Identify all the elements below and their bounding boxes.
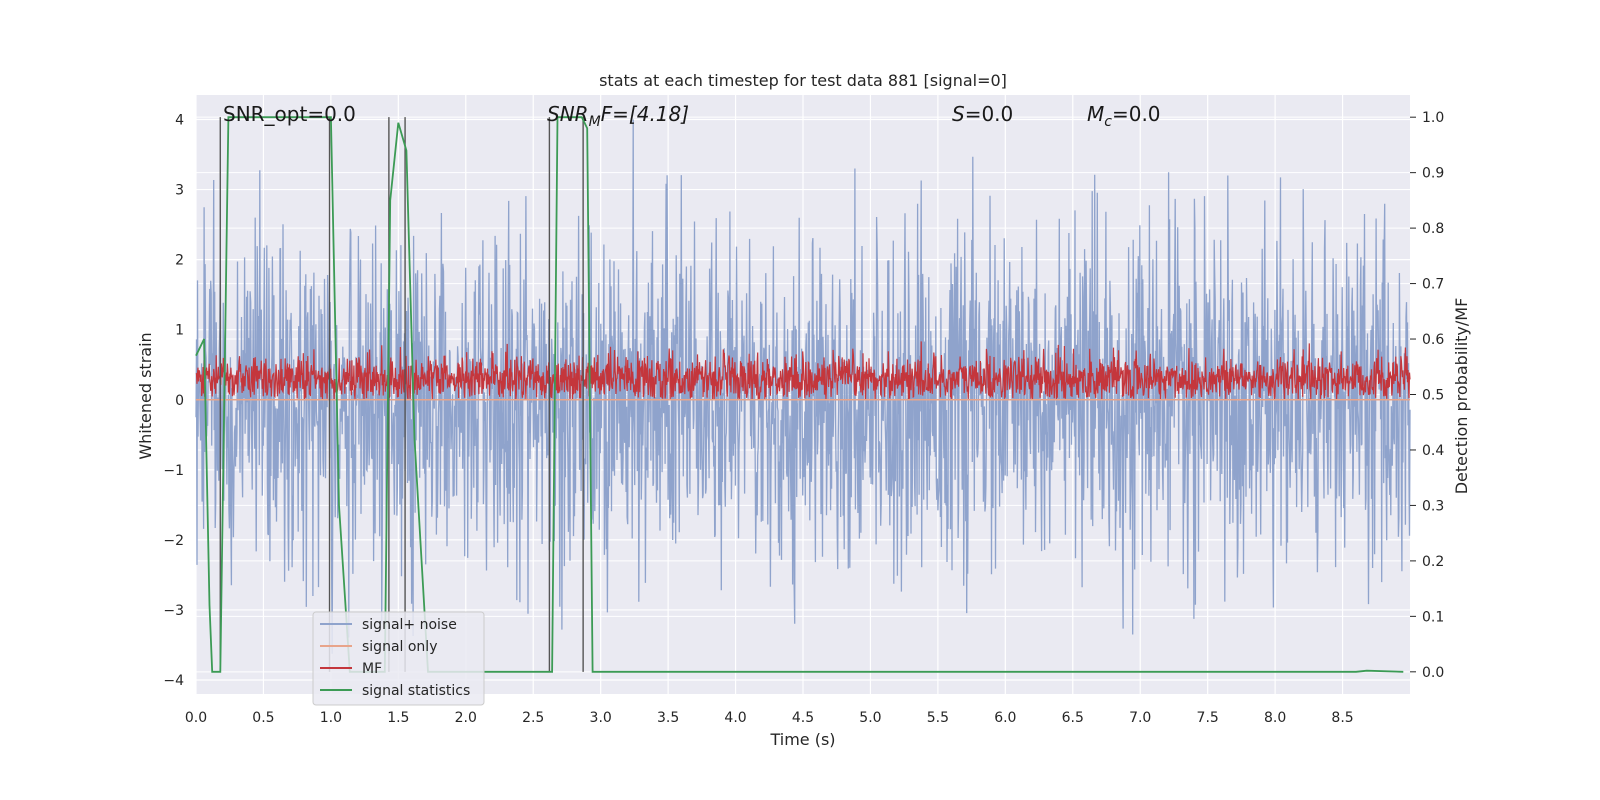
x-axis-ticks: 0.0 0.5 1.0 1.5 2.0 2.5 3.0 3.5 4.0 4.5 5.0 5.5 6.0 6… [185, 710, 1354, 726]
y2-tick-label-9: 0.1 [1422, 609, 1444, 625]
y-tick-label-2: 2 [175, 253, 184, 269]
y-axis-label: Whitened strain [136, 332, 155, 459]
x-tick-label-0: 0.0 [185, 710, 207, 726]
x-tick-label-9: 4.5 [792, 710, 814, 726]
y2-tick-label-8: 0.2 [1422, 554, 1444, 570]
x-tick-label-14: 7.0 [1129, 710, 1151, 726]
y-tick-label-6: −2 [163, 533, 184, 549]
legend-label-signal-noise: signal+ noise [362, 617, 457, 633]
legend-label-mf: MF [362, 661, 382, 677]
y2-tick-label-5: 0.5 [1422, 388, 1444, 404]
series-signal-noise [195, 119, 1411, 654]
vertical-markers [219, 117, 584, 672]
x-tick-label-5: 2.5 [522, 710, 544, 726]
annotation-snr-mf-sub: M [589, 114, 601, 130]
y2-tick-label-10: 0.0 [1422, 665, 1444, 681]
x-tick-label-6: 3.0 [590, 710, 612, 726]
x-tick-label-16: 8.0 [1264, 710, 1286, 726]
line-signal-noise [195, 119, 1411, 654]
x-tick-label-4: 2.0 [455, 710, 477, 726]
x-tick-label-1: 0.5 [252, 710, 274, 726]
y-tick-label-5: −1 [163, 463, 184, 479]
y2-tick-label-6: 0.4 [1422, 443, 1444, 459]
y2-tick-label-3: 0.7 [1422, 277, 1444, 293]
annotation-mc-sub: c [1104, 114, 1112, 130]
annotation-mc-rest: =0.0 [1112, 102, 1161, 126]
y2-tick-label-2: 0.8 [1422, 221, 1444, 237]
x-tick-label-2: 1.0 [320, 710, 342, 726]
y-axis-ticks: 4 3 2 1 0 −1 −2 −3 −4 [163, 113, 184, 689]
legend-label-signal-statistics: signal statistics [362, 683, 470, 699]
y-tick-label-1: 3 [175, 183, 184, 199]
x-tick-label-7: 3.5 [657, 710, 679, 726]
annotation-s-label: S [952, 102, 965, 126]
y-tick-label-0: 4 [175, 113, 184, 129]
chart-title: stats at each timestep for test data 881… [599, 71, 1007, 90]
series-mf [195, 341, 1411, 400]
series-signal-statistics [195, 116, 1404, 673]
x-tick-label-11: 5.5 [927, 710, 949, 726]
x-tick-label-3: 1.5 [387, 710, 409, 726]
y2-tick-label-4: 0.6 [1422, 332, 1444, 348]
annotation-snr-opt: SNR_opt=0.0 [223, 102, 356, 126]
annotation-mc-label: M [1087, 102, 1104, 126]
line-mf [195, 341, 1411, 400]
grid [195, 95, 1410, 694]
y2-axis-ticks: 1.0 0.9 0.8 0.7 0.6 0.5 0.4 0.3 0.2 0.1 0.0 [1410, 110, 1444, 681]
y2-tick-label-7: 0.3 [1422, 498, 1444, 514]
annotation-snr-mf-label: SNR [547, 102, 589, 126]
annotation-s: S=0.0 [952, 102, 1013, 126]
y2-axis-label: Detection probability/MF [1452, 298, 1471, 495]
x-tick-label-12: 6.0 [994, 710, 1016, 726]
legend-label-signal-only: signal only [362, 639, 437, 655]
x-axis-label: Time (s) [769, 730, 835, 749]
y2-tick-label-0: 1.0 [1422, 110, 1444, 126]
x-tick-label-10: 5.0 [859, 710, 881, 726]
legend: signal+ noise signal only MF signal stat… [312, 611, 485, 706]
y-tick-label-3: 1 [175, 323, 184, 339]
legend-box [312, 611, 485, 706]
annotation-mc: Mc=0.0 [1087, 102, 1161, 130]
x-tick-label-13: 6.5 [1062, 710, 1084, 726]
y-tick-label-8: −4 [163, 673, 184, 689]
x-tick-label-8: 4.0 [724, 710, 746, 726]
annotation-snr-mf-rest: F=[4.18] [601, 102, 689, 126]
annotation-snr-mf: SNRMF=[4.18] [547, 102, 689, 130]
y-tick-label-7: −3 [163, 603, 184, 619]
line-signal-statistics [195, 116, 1404, 673]
y2-tick-label-1: 0.9 [1422, 166, 1444, 182]
x-tick-label-17: 8.5 [1331, 710, 1353, 726]
annotation-s-rest: =0.0 [965, 102, 1014, 126]
x-tick-label-15: 7.5 [1197, 710, 1219, 726]
y-tick-label-4: 0 [175, 393, 184, 409]
